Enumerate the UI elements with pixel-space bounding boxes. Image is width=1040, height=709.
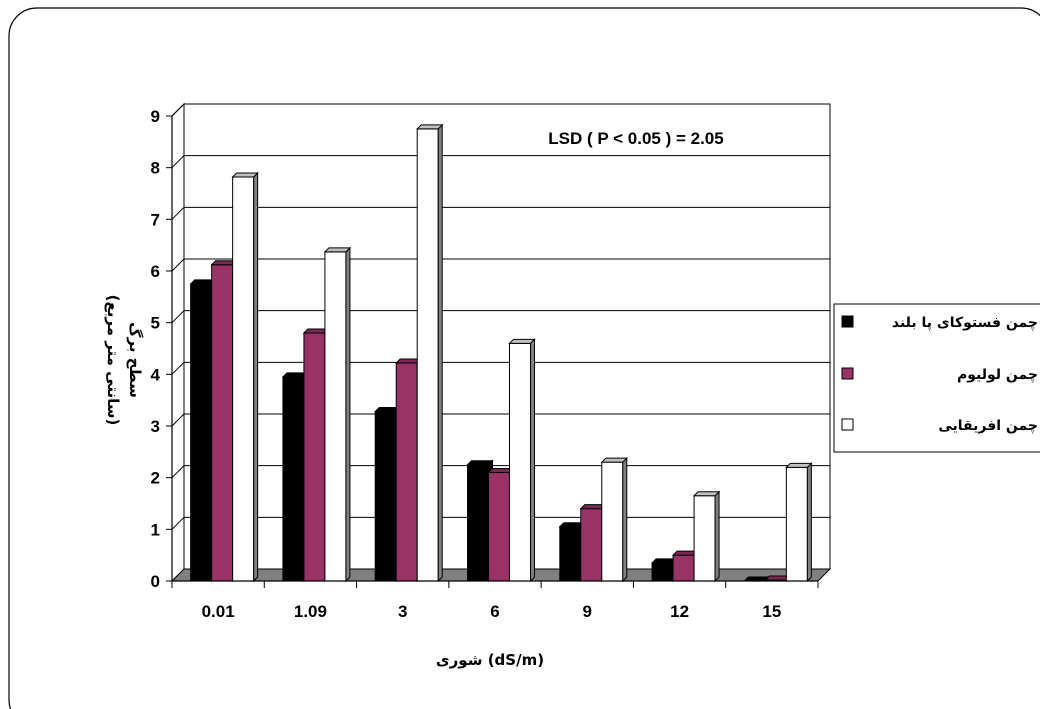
- bar-front: [303, 332, 326, 582]
- bar-top: [466, 460, 494, 466]
- gridline: [171, 103, 830, 117]
- bar-side: [253, 171, 259, 583]
- y-tick-label: 2: [151, 469, 160, 488]
- y-axis-title: سطح برگ (سانتی متر مربع): [104, 295, 144, 426]
- bar-3-15: [785, 462, 813, 583]
- y-tick-label: 9: [151, 107, 160, 126]
- bar-side: [530, 338, 535, 583]
- bar-side: [345, 246, 351, 583]
- bar-side: [437, 123, 443, 583]
- x-axis-title: شوری (dS/m): [436, 651, 544, 669]
- y-tick-label: 4: [151, 365, 161, 384]
- bar-top: [231, 172, 259, 178]
- bar-front: [785, 466, 808, 582]
- y-tick-label: 3: [151, 417, 160, 436]
- bar-front: [282, 376, 305, 582]
- bar-top: [416, 124, 444, 130]
- bar-front: [324, 251, 347, 582]
- y-tick-label: 0: [151, 572, 160, 591]
- lsd-annotation: LSD ( P < 0.05 ) = 2.05: [548, 129, 723, 148]
- y-tick-label: 5: [151, 314, 160, 333]
- bar-3-3: [416, 123, 444, 583]
- legend-swatch: [841, 315, 854, 328]
- x-tick-label: 1.09: [294, 602, 327, 621]
- bar-3-9: [600, 456, 628, 583]
- bar-side: [806, 462, 812, 583]
- x-tick-label: 9: [583, 602, 592, 621]
- y-axis-title-line2: (سانتی متر مربع): [104, 295, 122, 426]
- y-tick-label: 6: [151, 262, 160, 281]
- bar-3-6: [508, 338, 536, 583]
- bar-front: [395, 362, 418, 582]
- bar-front: [374, 411, 397, 582]
- bar-3-1.09: [323, 246, 352, 583]
- bars-layer: [189, 123, 813, 583]
- legend-box: [833, 303, 1040, 453]
- bar-3-0.01: [231, 171, 259, 583]
- legend-item-1: چمن فستوکای پا بلند: [841, 315, 1038, 331]
- y-axis-title-line1: سطح برگ: [126, 322, 144, 398]
- bar-side: [714, 490, 720, 583]
- x-tick-label: 0.01: [202, 602, 235, 621]
- gridline: [171, 155, 830, 169]
- gridline: [171, 258, 830, 272]
- gridline: [171, 310, 830, 324]
- legend-item-2: چمن لولیوم: [841, 367, 1038, 383]
- legend-label: چمن افریقایی: [938, 418, 1038, 434]
- legend: چمن فستوکای پا بلند چمن لولیوم چمن افریقای…: [833, 303, 1040, 453]
- gridline: [171, 206, 830, 220]
- bar-side: [622, 456, 628, 583]
- bar-front: [416, 128, 439, 582]
- bar-front: [488, 472, 510, 582]
- legend-label: چمن فستوکای پا بلند: [892, 315, 1038, 331]
- bar-front: [651, 562, 674, 582]
- y-tick-label: 8: [151, 159, 160, 178]
- y-tick-label: 7: [151, 210, 160, 229]
- x-tick-label: 6: [490, 602, 499, 621]
- bar-front: [580, 508, 603, 582]
- bar-top: [323, 247, 352, 253]
- gridline: [171, 413, 830, 427]
- legend-label: چمن لولیوم: [957, 367, 1038, 383]
- x-tick-label: 3: [398, 602, 407, 621]
- bar-front: [190, 283, 213, 582]
- bar-front: [693, 495, 716, 582]
- bar-front: [509, 342, 531, 582]
- x-tick-label: 15: [762, 602, 781, 621]
- legend-item-3: چمن افریقایی: [841, 418, 1038, 434]
- bar-front: [467, 464, 489, 582]
- y-tick-label: 1: [151, 520, 160, 539]
- bar-3-12: [692, 490, 721, 583]
- x-tick-label: 12: [670, 602, 689, 621]
- bar-front: [559, 526, 582, 582]
- bar-top: [508, 338, 536, 344]
- gridline: [171, 361, 830, 375]
- bar-front: [211, 264, 234, 582]
- side-wall: [171, 102, 185, 583]
- bar-front: [232, 176, 255, 582]
- bar-top: [600, 457, 628, 463]
- bar-front: [601, 461, 624, 582]
- legend-swatch: [841, 418, 854, 431]
- legend-swatch: [841, 367, 854, 380]
- bar-front: [672, 554, 695, 582]
- bar-top: [785, 462, 813, 468]
- bar-top: [692, 491, 721, 497]
